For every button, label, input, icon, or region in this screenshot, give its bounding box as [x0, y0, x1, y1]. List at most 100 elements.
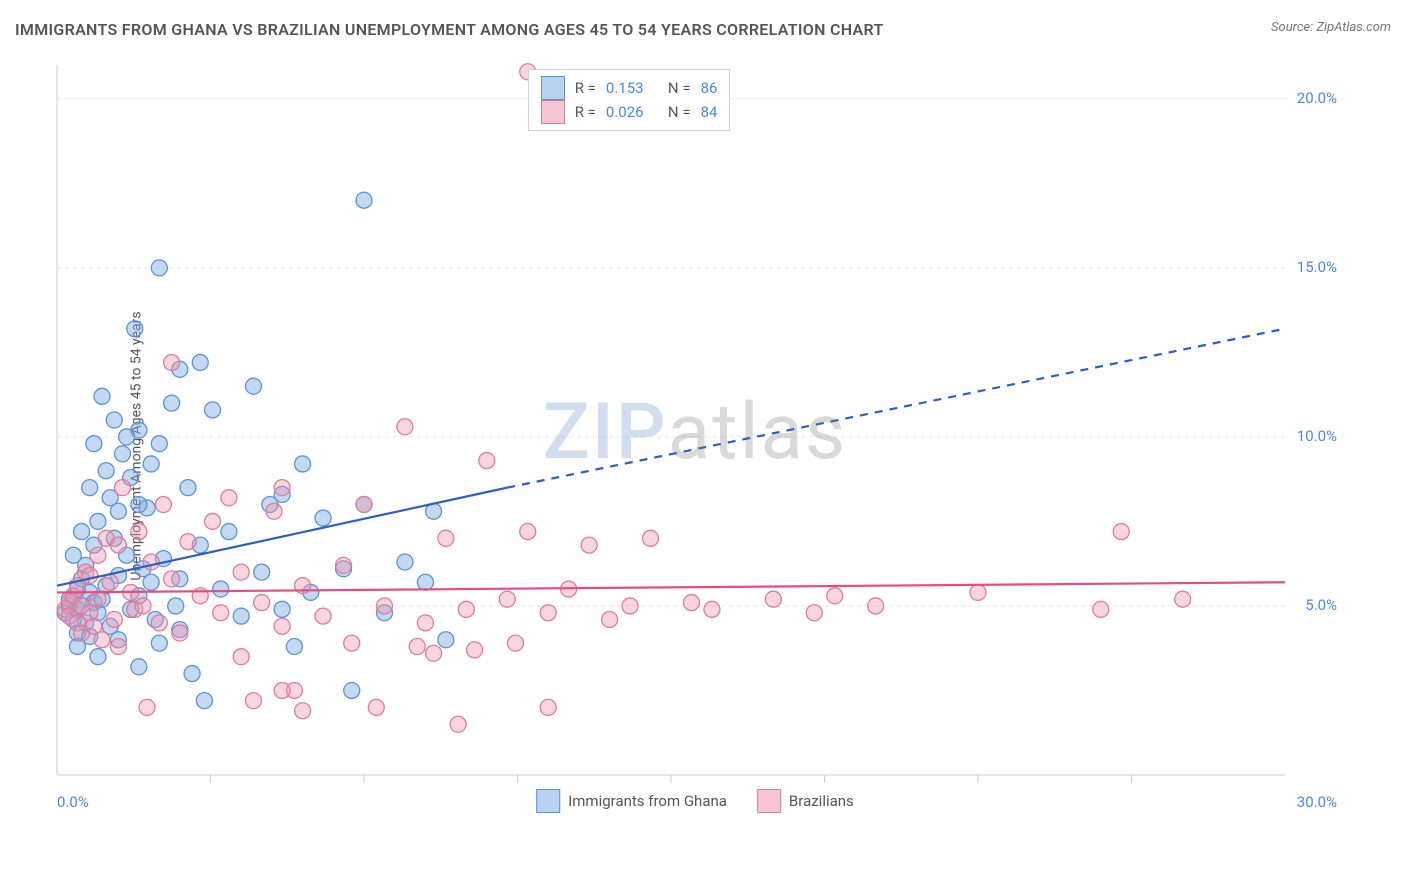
data-point [479, 453, 495, 469]
data-point [507, 635, 523, 651]
data-point [409, 639, 425, 655]
data-point [102, 574, 118, 590]
n-value: 84 [701, 101, 718, 124]
data-point [254, 595, 270, 611]
data-point [180, 534, 196, 550]
trend-line [57, 582, 1285, 592]
data-point [368, 699, 384, 715]
legend-label: Immigrants from Ghana [568, 792, 727, 810]
data-point [540, 699, 556, 715]
data-point [438, 632, 454, 648]
data-point [499, 591, 515, 607]
data-point [438, 530, 454, 546]
y-tick-label: 10.0% [1297, 427, 1337, 445]
data-point [143, 456, 159, 472]
data-point [245, 693, 261, 709]
y-tick-label: 15.0% [1297, 258, 1337, 276]
data-point [82, 480, 98, 496]
data-point [143, 554, 159, 570]
data-point [683, 595, 699, 611]
data-point [1175, 591, 1191, 607]
data-point [602, 611, 618, 627]
data-point [65, 547, 81, 563]
data-point [581, 537, 597, 553]
data-point [336, 557, 352, 573]
y-tick-label: 20.0% [1297, 89, 1337, 107]
legend-swatch [757, 789, 781, 813]
data-point [94, 632, 110, 648]
data-point [164, 395, 180, 411]
data-point [467, 642, 483, 658]
data-point [90, 649, 106, 665]
data-point [131, 497, 147, 513]
data-point [127, 321, 143, 337]
r-value: 0.026 [606, 101, 658, 124]
data-point [90, 513, 106, 529]
data-point [426, 645, 442, 661]
plot-area: ZIPatlas R =0.153N =86R =0.026N =84 Immi… [45, 55, 1345, 825]
data-point [74, 524, 90, 540]
data-point [233, 564, 249, 580]
data-point [86, 436, 102, 452]
stats-legend: R =0.153N =86R =0.026N =84 [528, 69, 731, 131]
data-point [110, 503, 126, 519]
data-point [90, 547, 106, 563]
data-point [233, 649, 249, 665]
data-point [1113, 524, 1129, 540]
data-point [131, 659, 147, 675]
data-point [315, 608, 331, 624]
data-point [245, 378, 261, 394]
data-point [295, 703, 311, 719]
data-point [135, 598, 151, 614]
legend-swatch [536, 789, 560, 813]
data-point [106, 412, 122, 428]
n-label: N = [668, 77, 691, 100]
data-point [213, 605, 229, 621]
data-point [151, 260, 167, 276]
data-point [286, 639, 302, 655]
data-point [172, 625, 188, 641]
chart-title: IMMIGRANTS FROM GHANA VS BRAZILIAN UNEMP… [15, 20, 884, 39]
data-point [254, 564, 270, 580]
series-legend: Immigrants from GhanaBrazilians [536, 789, 854, 813]
data-point [119, 429, 135, 445]
data-point [397, 554, 413, 570]
data-point [274, 682, 290, 698]
data-point [114, 446, 130, 462]
data-point [155, 497, 171, 513]
data-point [110, 639, 126, 655]
x-tick-label: 30.0% [1297, 793, 1337, 811]
data-point [450, 716, 466, 732]
r-label: R = [575, 77, 596, 100]
y-tick-label: 5.0% [1305, 596, 1337, 614]
source-label: Source: ZipAtlas.com [1271, 20, 1391, 35]
data-point [806, 605, 822, 621]
data-point [143, 574, 159, 590]
data-point [98, 463, 114, 479]
legend-item: Immigrants from Ghana [536, 789, 727, 813]
data-point [520, 524, 536, 540]
data-point [168, 598, 184, 614]
r-label: R = [575, 101, 596, 124]
data-point [94, 388, 110, 404]
data-point [205, 402, 221, 418]
data-point [397, 419, 413, 435]
data-point [344, 682, 360, 698]
data-point [233, 608, 249, 624]
data-point [213, 581, 229, 597]
trend-line-extrapolated [507, 329, 1285, 488]
data-point [970, 584, 986, 600]
data-point [151, 436, 167, 452]
stats-legend-row: R =0.153N =86 [541, 76, 718, 100]
data-point [164, 355, 180, 371]
legend-swatch [541, 100, 565, 124]
data-point [274, 480, 290, 496]
data-point [356, 192, 372, 208]
n-value: 86 [701, 77, 718, 100]
data-point [221, 490, 237, 506]
data-point [106, 611, 122, 627]
data-point [458, 601, 474, 617]
data-point [266, 503, 282, 519]
data-point [90, 591, 106, 607]
data-point [274, 601, 290, 617]
